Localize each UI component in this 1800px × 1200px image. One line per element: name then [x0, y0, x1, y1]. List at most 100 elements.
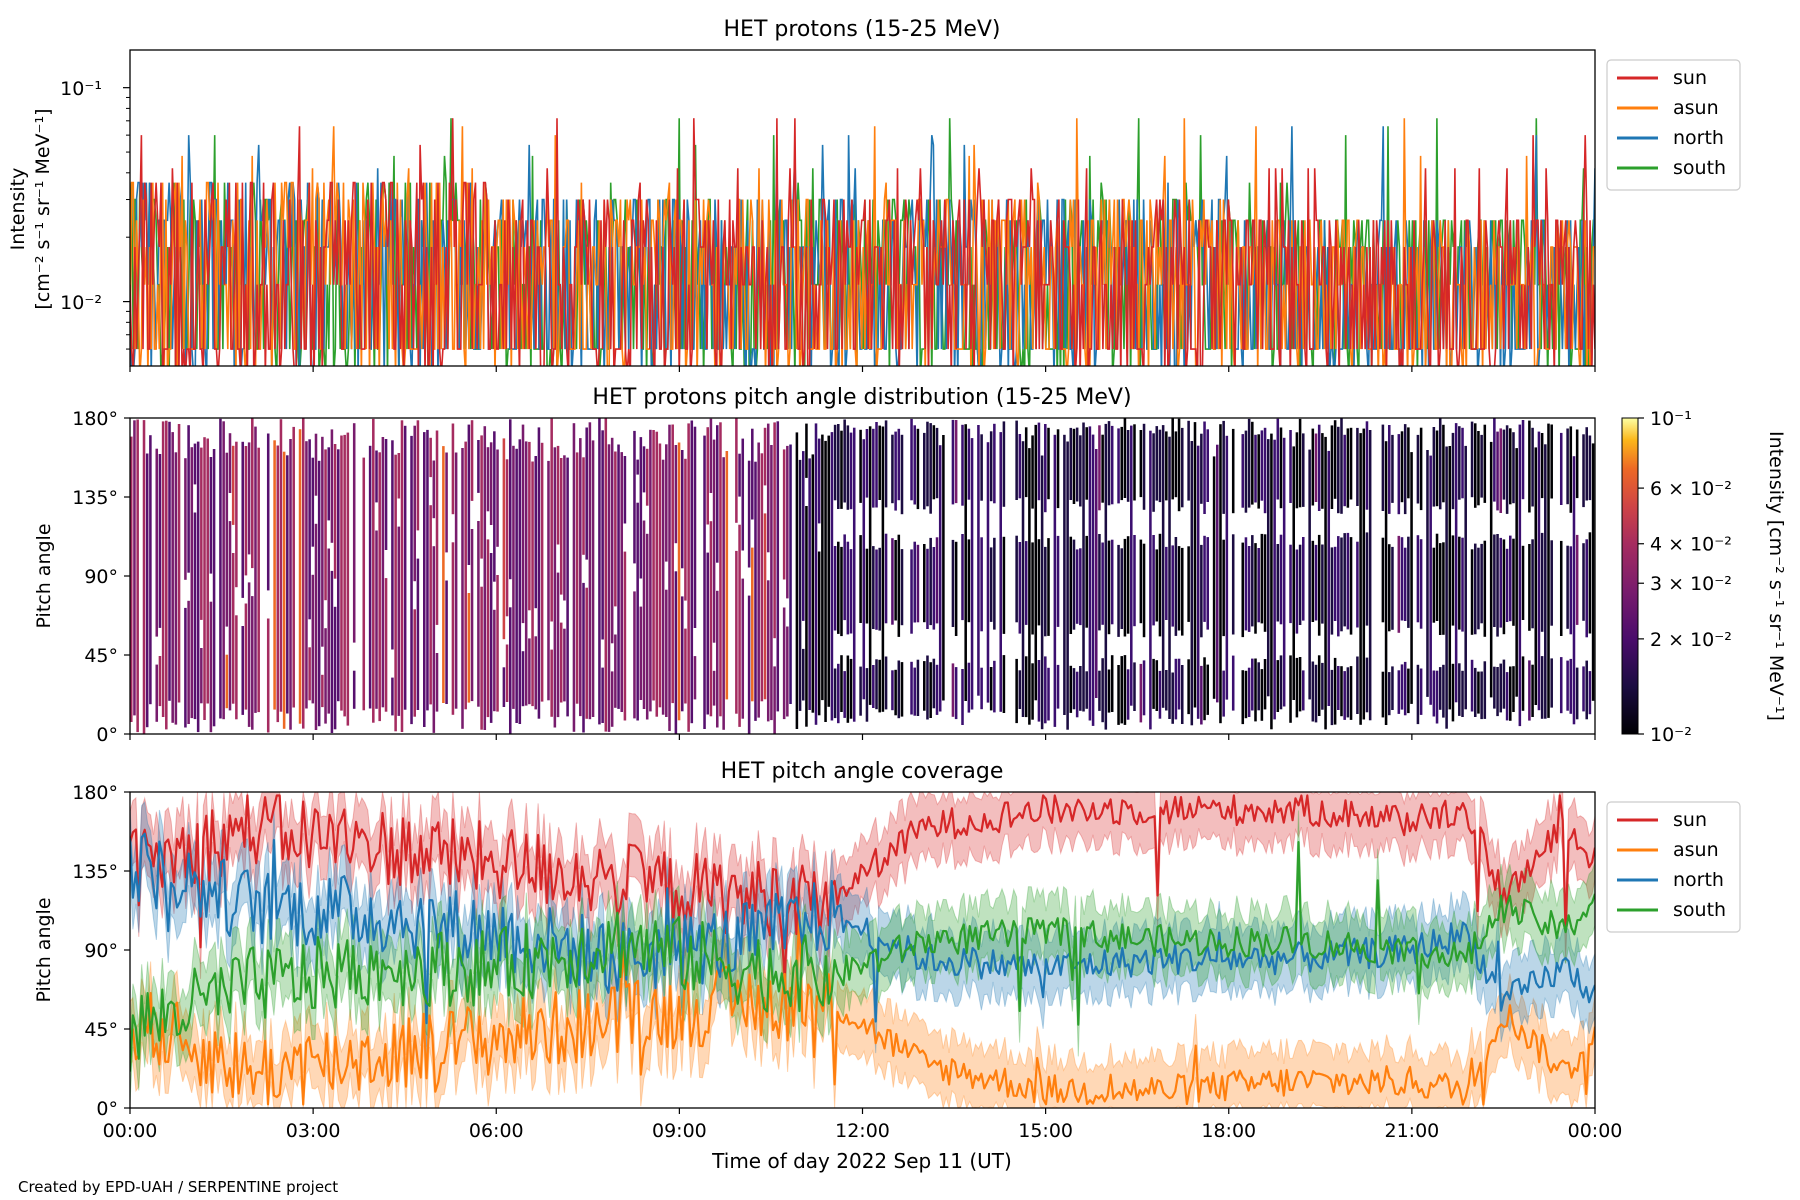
heatmap-cell — [1515, 448, 1518, 697]
heatmap-cell — [642, 520, 646, 709]
heatmap-cell — [1483, 661, 1487, 719]
heatmap-cell — [1244, 537, 1248, 631]
legend1-sun-label: sun — [1673, 67, 1707, 89]
xtick-label: 12:00 — [835, 1120, 890, 1142]
heatmap-cell — [1544, 444, 1547, 719]
heatmap-cell — [1505, 672, 1509, 721]
heatmap-cell — [314, 523, 318, 730]
heatmap-cell — [760, 453, 764, 702]
heatmap-cell — [1477, 547, 1480, 630]
heatmap-cell — [1302, 670, 1305, 711]
heatmap-cell — [1442, 542, 1445, 635]
heatmap-cell — [1419, 539, 1423, 629]
heatmap-cell — [225, 654, 229, 709]
heatmap-cell — [1384, 441, 1388, 725]
heatmap-cell — [1085, 535, 1088, 628]
heatmap-cell — [614, 634, 617, 708]
heatmap-cell — [1298, 657, 1302, 712]
heatmap-cell — [397, 526, 401, 716]
heatmap-cell — [1416, 664, 1420, 725]
heatmap-cell — [1295, 657, 1299, 718]
heatmap-cell — [1550, 424, 1553, 499]
heatmap-cell — [1101, 542, 1104, 625]
heatmap-cell — [1187, 659, 1190, 715]
heatmap-cell — [521, 651, 525, 707]
heatmap-cell — [1254, 543, 1257, 634]
heatmap-cell — [1130, 425, 1133, 706]
heatmap-cell — [891, 434, 894, 504]
heatmap-cell — [1512, 666, 1515, 712]
heatmap-cell — [1002, 536, 1006, 634]
heatmap-cell — [741, 438, 745, 551]
heatmap-cell — [929, 537, 932, 626]
heatmap-cell — [1047, 427, 1050, 500]
heatmap-cell — [292, 426, 295, 708]
heatmap-cell — [1126, 430, 1130, 502]
heatmap-cell — [149, 435, 152, 705]
heatmap-cell — [951, 663, 955, 717]
xtick-label: 03:00 — [286, 1120, 341, 1142]
heatmap-cell — [588, 422, 592, 720]
heatmap-cell — [1333, 420, 1337, 499]
heatmap-cell — [1180, 427, 1184, 508]
heatmap-cell — [1509, 666, 1512, 721]
heatmap-cell — [932, 425, 936, 500]
heatmap-cell — [604, 418, 608, 732]
heatmap-cell — [910, 661, 913, 715]
heatmap-cell — [200, 447, 203, 620]
heatmap-cell — [1333, 657, 1337, 725]
credit-text: Created by EPD-UAH / SERPENTINE project — [18, 1178, 338, 1196]
heatmap-cell — [1120, 656, 1124, 724]
heatmap-cell — [1391, 546, 1394, 630]
heatmap-cell — [330, 429, 334, 543]
heatmap-cell — [1193, 422, 1197, 708]
heatmap-cell — [145, 453, 149, 728]
heatmap-cell — [900, 549, 904, 626]
heatmap-cell — [1024, 427, 1028, 498]
heatmap-cell — [878, 659, 881, 713]
heatmap-cell — [805, 423, 808, 478]
heatmap-cell — [225, 452, 229, 627]
heatmap-cell — [470, 420, 474, 501]
heatmap-cell — [865, 429, 869, 498]
heatmap-cell — [231, 445, 235, 525]
xtick-label: 00:00 — [1568, 1120, 1623, 1142]
heatmap-cell — [875, 422, 878, 508]
heatmap-cell — [1257, 548, 1260, 623]
heatmap-cell — [1260, 430, 1264, 501]
heatmap-cell — [865, 548, 869, 624]
heatmap-cell — [1206, 664, 1210, 715]
heatmap-cell — [735, 550, 738, 714]
heatmap-cell — [1251, 421, 1254, 505]
panel3-ytick-label: 90° — [84, 940, 118, 962]
heatmap-cell — [1356, 427, 1359, 506]
heatmap-cell — [601, 430, 604, 640]
xtick-label: 09:00 — [652, 1120, 707, 1142]
heatmap-cell — [575, 452, 579, 704]
heatmap-cell — [935, 537, 939, 624]
heatmap-cell — [1588, 435, 1592, 501]
heatmap-cell — [801, 648, 805, 701]
heatmap-cell — [200, 648, 203, 704]
heatmap-cell — [1180, 547, 1184, 636]
heatmap-cell — [913, 541, 917, 623]
heatmap-cell — [196, 441, 200, 733]
heatmap-cell — [1438, 418, 1442, 510]
heatmap-cell — [1155, 549, 1159, 622]
heatmap-cell — [1397, 670, 1401, 714]
heatmap-cell — [228, 433, 232, 493]
heatmap-cell — [1333, 546, 1337, 621]
heatmap-cell — [766, 423, 770, 553]
heatmap-cell — [929, 423, 932, 514]
heatmap-cell — [1133, 535, 1136, 627]
heatmap-cell — [645, 448, 649, 506]
heatmap-cell — [1241, 542, 1245, 638]
heatmap-cell — [1302, 433, 1305, 507]
panel3-line-sun — [130, 794, 1595, 980]
heatmap-cell — [1550, 540, 1553, 626]
heatmap-cell — [1165, 431, 1168, 501]
heatmap-cell — [1031, 663, 1034, 720]
heatmap-cell — [1018, 542, 1022, 634]
heatmap-cell — [1531, 664, 1534, 717]
